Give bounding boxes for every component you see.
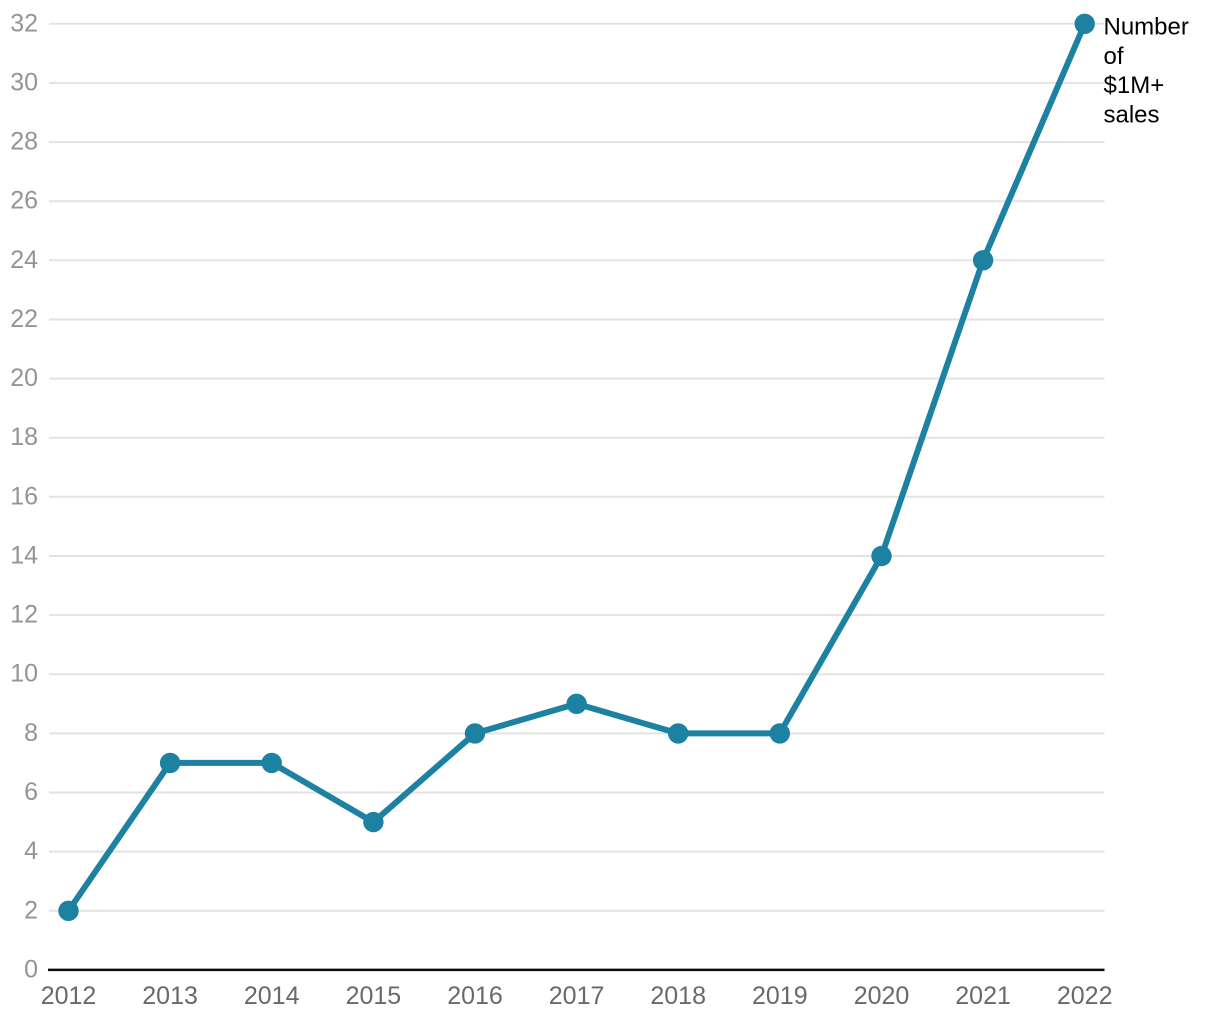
svg-text:2021: 2021 <box>955 982 1011 1010</box>
svg-text:6: 6 <box>24 778 38 806</box>
svg-text:4: 4 <box>24 837 38 865</box>
svg-text:10: 10 <box>10 660 38 688</box>
svg-text:0: 0 <box>24 955 38 983</box>
svg-text:2017: 2017 <box>549 982 605 1010</box>
svg-text:of: of <box>1104 43 1124 70</box>
svg-text:2015: 2015 <box>346 982 402 1010</box>
svg-text:sales: sales <box>1104 101 1160 128</box>
svg-text:2012: 2012 <box>41 982 97 1010</box>
svg-text:2020: 2020 <box>854 982 910 1010</box>
svg-text:2019: 2019 <box>752 982 808 1010</box>
svg-text:24: 24 <box>10 246 38 274</box>
svg-text:2014: 2014 <box>244 982 300 1010</box>
svg-text:2016: 2016 <box>447 982 503 1010</box>
svg-text:32: 32 <box>10 9 38 37</box>
svg-text:30: 30 <box>10 68 38 96</box>
svg-text:22: 22 <box>10 305 38 333</box>
svg-text:18: 18 <box>10 423 38 451</box>
svg-text:12: 12 <box>10 601 38 629</box>
svg-text:26: 26 <box>10 187 38 215</box>
svg-text:16: 16 <box>10 482 38 510</box>
svg-text:$1M+: $1M+ <box>1104 72 1165 99</box>
svg-text:Number: Number <box>1104 14 1189 41</box>
svg-text:14: 14 <box>10 542 38 570</box>
svg-text:20: 20 <box>10 364 38 392</box>
svg-text:28: 28 <box>10 128 38 156</box>
svg-text:2013: 2013 <box>142 982 198 1010</box>
svg-text:2018: 2018 <box>650 982 706 1010</box>
svg-text:2: 2 <box>24 896 38 924</box>
svg-text:8: 8 <box>24 719 38 747</box>
svg-text:2022: 2022 <box>1057 982 1113 1010</box>
